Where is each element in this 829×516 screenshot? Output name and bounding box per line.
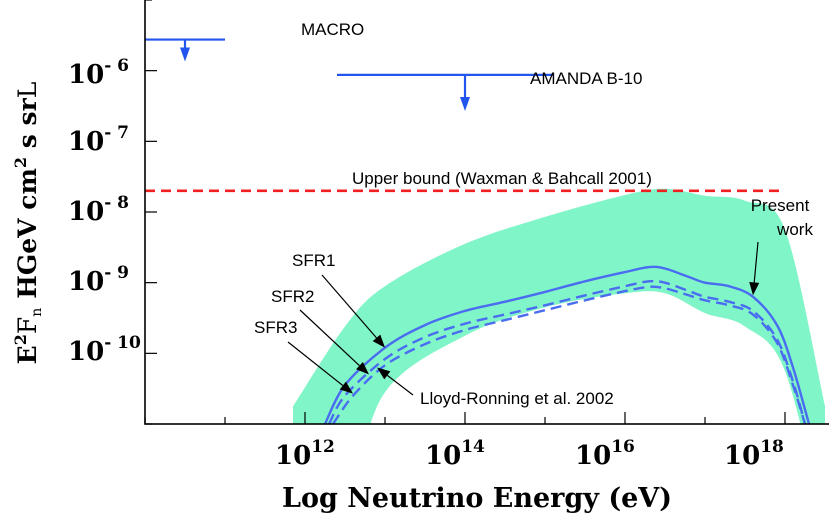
present-work-pointer: [753, 241, 759, 283]
present-work-pointer-head: [749, 281, 760, 296]
x-axis-title: Log Neutrino Energy (eV): [282, 483, 672, 514]
x-tick-exp: 14: [461, 437, 485, 457]
x-tick-base: 10: [275, 441, 311, 471]
y-tick-label-1e-8: 10- 8: [68, 193, 129, 227]
sfr1-pointer-head: [372, 334, 385, 348]
lloyd-ronning-pointer-head: [377, 367, 391, 380]
y-tick-base: 10: [68, 60, 104, 90]
y-tick-exp: - 7: [104, 123, 129, 143]
y-tick-base: 10: [68, 267, 104, 297]
sfr1-label: SFR1: [292, 251, 335, 270]
y-axis-flux-sub: n: [29, 308, 45, 317]
y-tick-exp: - 10: [104, 333, 141, 353]
y-axis-units-b: s sr: [13, 97, 42, 157]
amanda-limit-arrowhead: [460, 96, 470, 111]
sfr1-pointer: [321, 274, 377, 339]
y-axis-base-exp: 2: [11, 334, 30, 345]
macro-limit-arrowhead: [180, 47, 190, 62]
y-axis-flux-symbol: F: [13, 317, 42, 334]
y-tick-exp: - 6: [104, 56, 129, 76]
present-work-label-line2: work: [776, 220, 813, 239]
x-tick-label-1e12: 1012: [275, 437, 335, 471]
y-tick-base: 10: [68, 197, 104, 227]
y-tick-exp: - 9: [104, 263, 129, 283]
y-tick-label-1e-6: 10- 6: [68, 56, 129, 90]
lloyd-ronning-label: Lloyd-Ronning et al. 2002: [420, 389, 614, 408]
amanda-label: AMANDA B-10: [530, 69, 642, 88]
y-tick-base: 10: [68, 337, 104, 367]
x-tick-base: 10: [575, 441, 611, 471]
upper-bound-label: Upper bound (Waxman & Bahcall 2001): [352, 169, 652, 188]
x-tick-label-1e18: 1018: [724, 437, 784, 471]
y-axis-units-a-exp: 2: [11, 157, 30, 168]
y-axis-close-bracket: L: [13, 82, 42, 99]
sfr3-line: [332, 285, 807, 424]
sfr3-pointer-head: [339, 381, 353, 394]
sfr2-label: SFR2: [271, 287, 314, 306]
sfr2-line: [327, 279, 807, 424]
x-tick-exp: 16: [611, 437, 635, 457]
sfr3-label: SFR3: [254, 318, 297, 337]
x-tick-base: 10: [724, 441, 760, 471]
y-tick-label-1e-7: 10- 7: [68, 123, 129, 157]
macro-upper-limit: [145, 38, 225, 62]
axis-ticks: [144, 0, 786, 425]
y-axis-title: E2FnHGeV cm2 s srL: [11, 82, 45, 365]
x-tick-label-1e14: 1014: [425, 437, 485, 471]
y-axis-base: E: [13, 345, 42, 364]
present-work-uncertainty-band: [293, 188, 825, 424]
plot-frame: [144, 0, 829, 425]
sfr2-pointer: [299, 309, 360, 367]
x-tick-exp: 18: [760, 437, 784, 457]
y-tick-label-1e-10: 10- 10: [68, 333, 141, 367]
x-tick-exp: 12: [311, 437, 335, 457]
y-tick-exp: - 8: [104, 193, 129, 213]
sfr1-line: [323, 265, 811, 424]
sfr2-pointer-head: [356, 362, 369, 375]
lloyd-ronning-pointer: [386, 374, 414, 396]
present-work-label-line1: Present: [751, 196, 810, 215]
sfr3-pointer: [287, 341, 344, 386]
x-tick-base: 10: [425, 441, 461, 471]
y-axis-units-a: GeV cm: [13, 168, 42, 275]
amanda-upper-limit: [337, 73, 553, 111]
y-tick-label-1e-9: 10- 9: [68, 263, 129, 297]
y-tick-base: 10: [68, 127, 104, 157]
x-tick-label-1e16: 1016: [575, 437, 635, 471]
y-axis-open-bracket: H: [13, 275, 42, 299]
macro-label: MACRO: [301, 20, 364, 39]
